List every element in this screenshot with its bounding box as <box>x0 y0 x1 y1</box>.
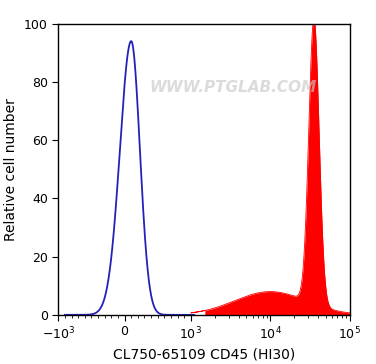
X-axis label: CL750-65109 CD45 (HI30): CL750-65109 CD45 (HI30) <box>113 347 295 361</box>
Text: WWW.PTGLAB.COM: WWW.PTGLAB.COM <box>150 80 317 95</box>
Y-axis label: Relative cell number: Relative cell number <box>5 98 18 241</box>
